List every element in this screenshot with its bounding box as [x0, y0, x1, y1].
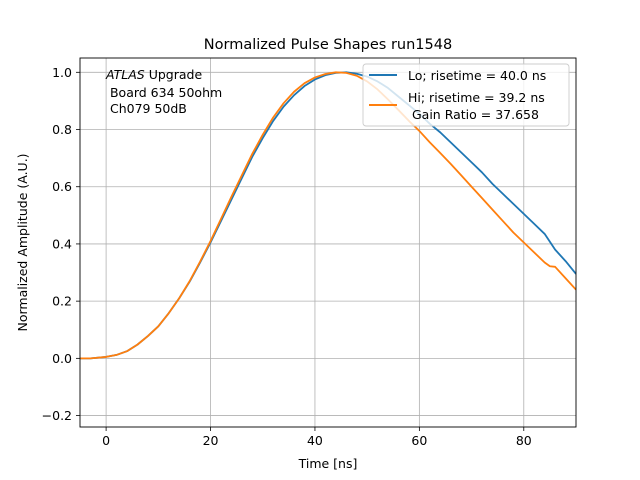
atlas-annotation: ATLAS Upgrade Board 634 50ohm Ch079 50dB — [105, 67, 222, 116]
series-lines — [80, 71, 576, 360]
legend-box — [362, 63, 570, 127]
chart-title: Normalized Pulse Shapes run1548 — [204, 37, 452, 53]
x-tick-label: 20 — [203, 433, 219, 448]
legend-gain-ratio: Gain Ratio = 37.658 — [408, 107, 539, 122]
x-tick-label: 0 — [102, 433, 110, 448]
y-axis-label: Normalized Amplitude (A.U.) — [15, 153, 30, 331]
annotation-line-2: Board 634 50ohm — [106, 85, 222, 100]
annotation-atlas: ATLAS — [105, 67, 145, 82]
annotation-upgrade: Upgrade — [145, 67, 203, 82]
annotation-line-3: Ch079 50dB — [106, 101, 187, 116]
x-axis-label: Time [ns] — [298, 456, 358, 471]
plot-frame — [79, 57, 577, 428]
x-tick-label: 80 — [516, 433, 532, 448]
x-tick-label: 40 — [307, 433, 323, 448]
y-tick-label: 0.6 — [52, 179, 72, 194]
legend: Lo; risetime = 40.0 ns Hi; risetime = 39… — [362, 63, 570, 127]
y-tick-label: 0.8 — [52, 122, 72, 137]
y-tick-label: 1.0 — [52, 65, 72, 80]
y-tick-label: 0.4 — [52, 236, 72, 251]
y-tick-label: −0.2 — [42, 408, 72, 423]
legend-label-lo: Lo; risetime = 40.0 ns — [408, 68, 546, 83]
annotation-line-1: ATLAS Upgrade — [105, 67, 202, 82]
y-tick-label: 0.2 — [52, 294, 72, 309]
series-line-hi — [80, 71, 576, 360]
x-tick-label: 60 — [411, 433, 427, 448]
axis-ticks: 0 20 40 60 80 −0.2 0.0 0.2 0.4 0.6 0.8 1.0 — [42, 65, 532, 448]
y-tick-label: 0.0 — [52, 351, 72, 366]
legend-label-hi: Hi; risetime = 39.2 ns — [408, 90, 545, 105]
